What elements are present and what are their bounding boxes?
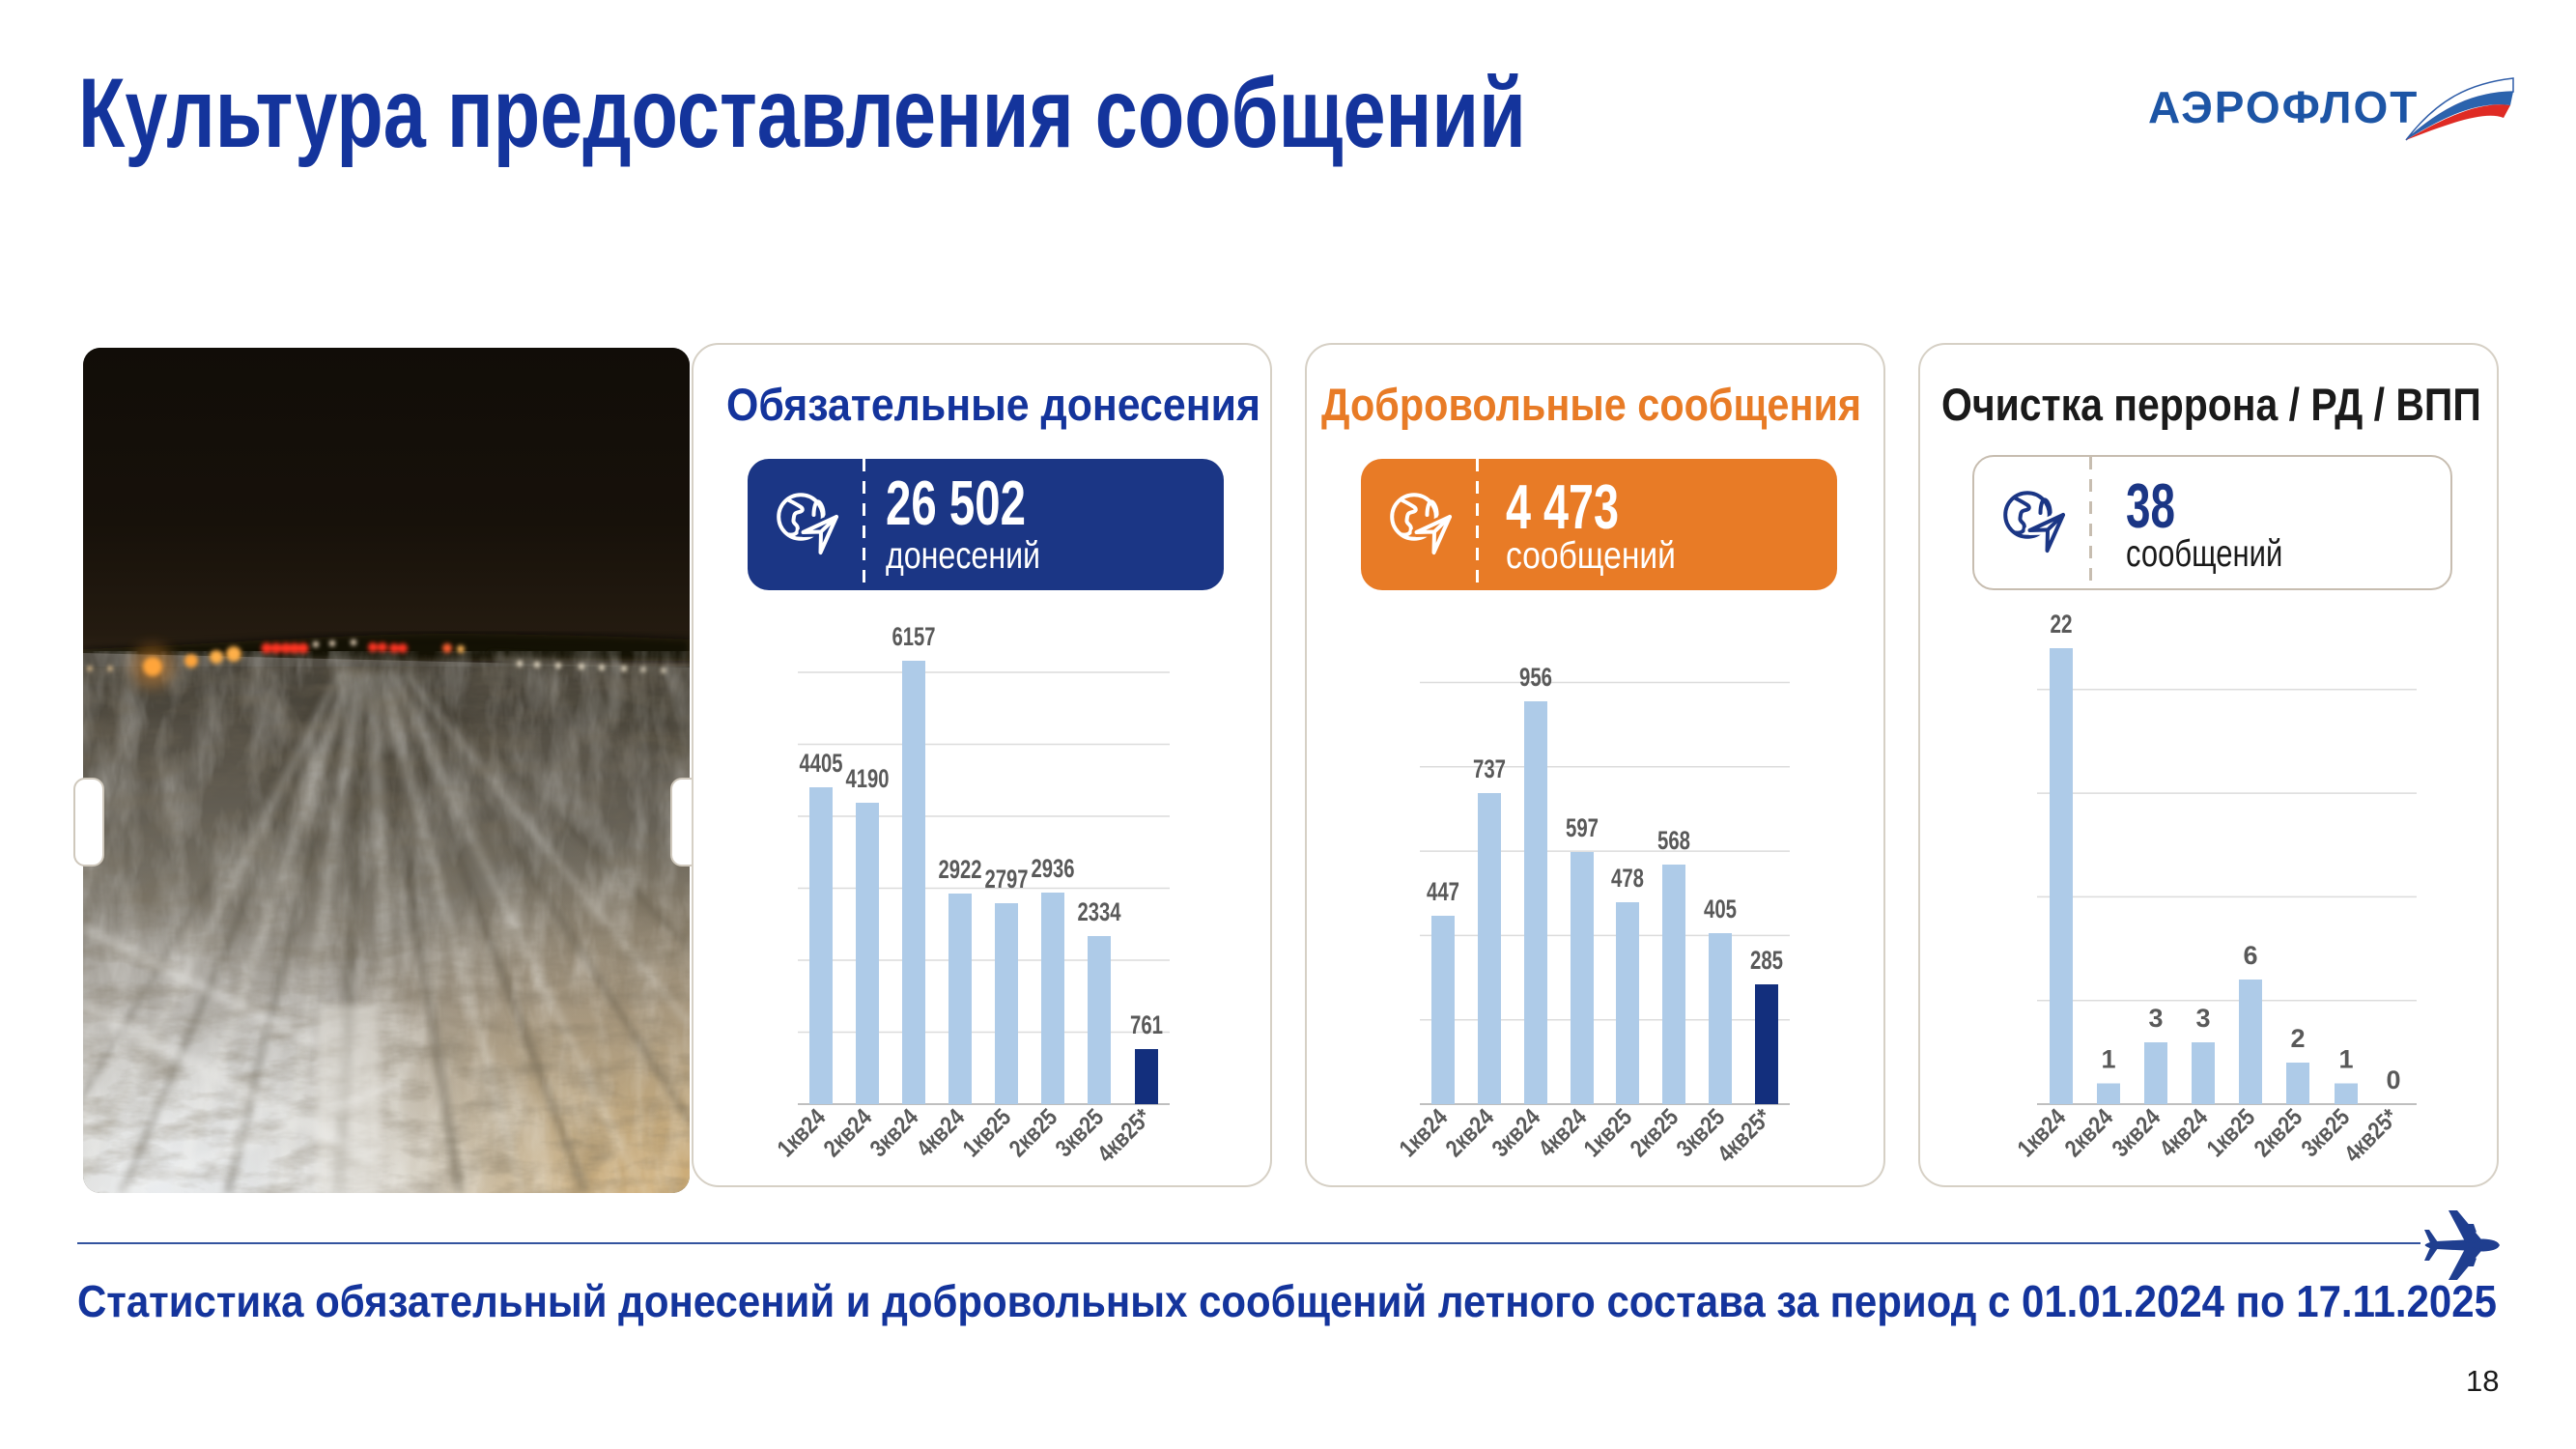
- svg-text:4405: 4405: [800, 749, 843, 778]
- svg-text:0: 0: [2386, 1065, 2400, 1094]
- svg-text:4кв25*: 4кв25*: [2339, 1103, 2404, 1168]
- svg-text:3кв24: 3кв24: [2107, 1103, 2166, 1162]
- svg-text:2334: 2334: [1078, 897, 1121, 926]
- svg-text:1кв25: 1кв25: [2201, 1103, 2260, 1162]
- svg-text:6157: 6157: [892, 622, 936, 651]
- svg-text:3кв24: 3кв24: [864, 1103, 923, 1162]
- svg-text:597: 597: [1566, 813, 1599, 842]
- svg-text:737: 737: [1473, 754, 1506, 783]
- svg-text:4кв24: 4кв24: [2154, 1103, 2213, 1162]
- svg-text:4190: 4190: [846, 764, 890, 793]
- svg-text:405: 405: [1704, 895, 1737, 923]
- svg-text:2797: 2797: [985, 865, 1029, 894]
- svg-text:3: 3: [2148, 1004, 2163, 1033]
- svg-text:1кв24: 1кв24: [1394, 1103, 1453, 1162]
- svg-text:2922: 2922: [939, 855, 982, 884]
- svg-text:447: 447: [1427, 877, 1459, 906]
- svg-text:3: 3: [2195, 1004, 2210, 1033]
- svg-text:2кв25: 2кв25: [1004, 1103, 1062, 1162]
- svg-text:1кв25: 1кв25: [1578, 1103, 1637, 1162]
- svg-text:3кв24: 3кв24: [1486, 1103, 1545, 1162]
- svg-text:1кв24: 1кв24: [2012, 1103, 2071, 1162]
- svg-text:2936: 2936: [1032, 854, 1075, 883]
- svg-text:2: 2: [2290, 1024, 2305, 1053]
- svg-text:285: 285: [1750, 946, 1783, 975]
- svg-text:956: 956: [1519, 663, 1552, 692]
- svg-text:4кв25*: 4кв25*: [1092, 1103, 1157, 1168]
- svg-text:2кв24: 2кв24: [818, 1103, 877, 1162]
- svg-text:2кв25: 2кв25: [2249, 1103, 2307, 1162]
- svg-text:568: 568: [1657, 826, 1690, 855]
- svg-text:1кв25: 1кв25: [957, 1103, 1016, 1162]
- svg-text:478: 478: [1611, 864, 1644, 893]
- svg-text:22: 22: [2051, 610, 2073, 639]
- svg-text:4кв24: 4кв24: [1533, 1103, 1592, 1162]
- svg-text:2кв24: 2кв24: [1440, 1103, 1499, 1162]
- svg-text:2кв24: 2кв24: [2059, 1103, 2118, 1162]
- svg-text:1кв24: 1кв24: [772, 1103, 831, 1162]
- svg-text:2кв25: 2кв25: [1625, 1103, 1684, 1162]
- svg-text:1: 1: [2338, 1045, 2353, 1074]
- svg-text:4кв24: 4кв24: [911, 1103, 970, 1162]
- svg-text:761: 761: [1130, 1010, 1163, 1039]
- svg-text:6: 6: [2243, 941, 2257, 970]
- svg-text:1: 1: [2101, 1045, 2115, 1074]
- svg-text:4кв25*: 4кв25*: [1713, 1103, 1777, 1168]
